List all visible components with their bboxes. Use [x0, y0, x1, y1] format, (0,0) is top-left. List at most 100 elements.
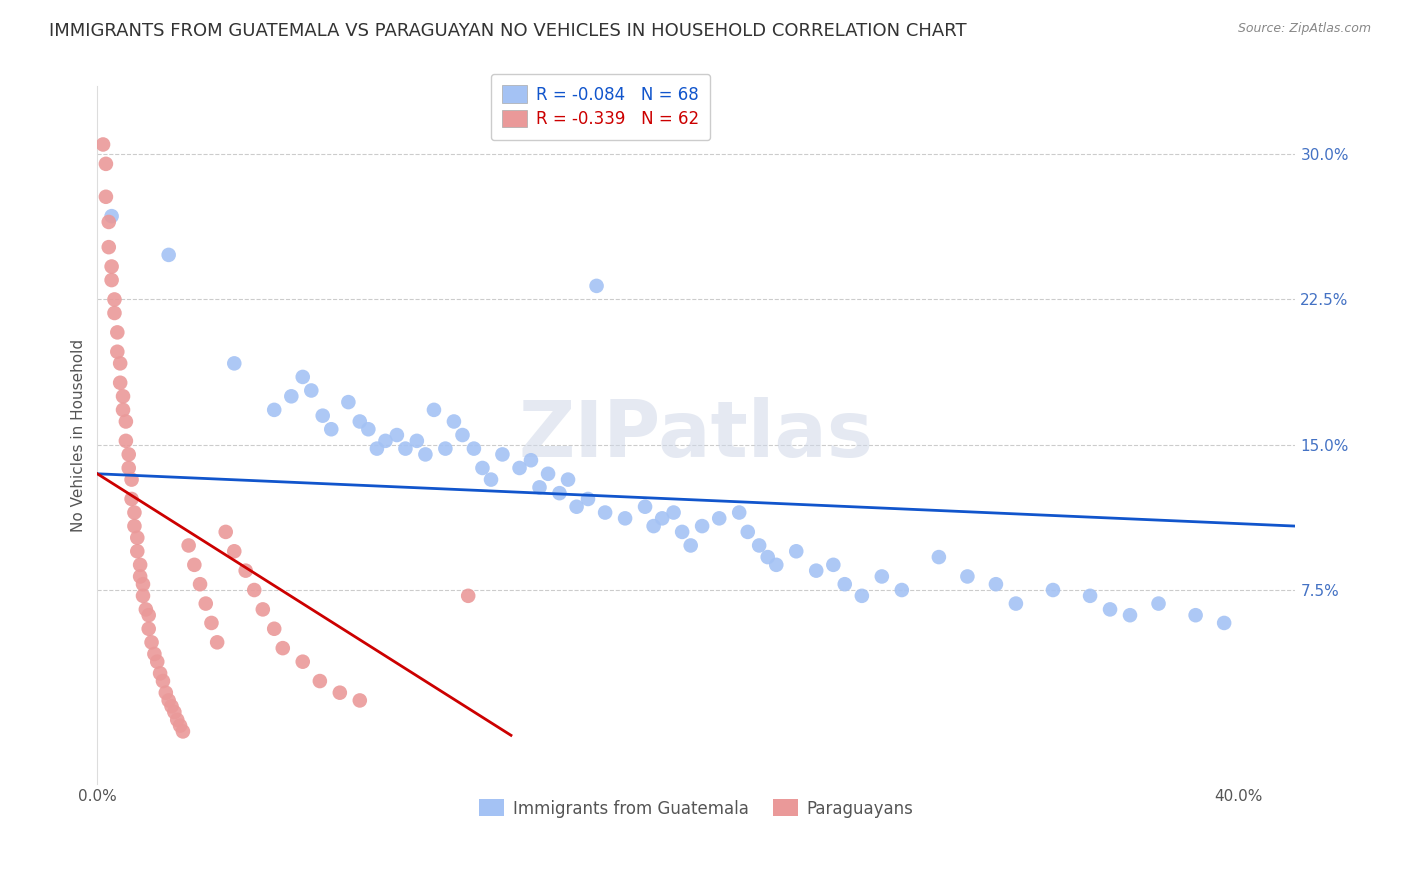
Point — [890, 582, 912, 597]
Point — [756, 550, 779, 565]
Point — [634, 500, 657, 514]
Point — [451, 428, 474, 442]
Point — [152, 674, 174, 689]
Point — [765, 558, 787, 572]
Point — [434, 442, 457, 456]
Point — [834, 577, 856, 591]
Point — [252, 602, 274, 616]
Point — [177, 539, 200, 553]
Point — [463, 442, 485, 456]
Point — [172, 724, 194, 739]
Y-axis label: No Vehicles in Household: No Vehicles in Household — [72, 338, 86, 532]
Point — [748, 539, 770, 553]
Point — [349, 415, 371, 429]
Point — [662, 506, 685, 520]
Point — [157, 248, 180, 262]
Point — [149, 666, 172, 681]
Point — [537, 467, 560, 481]
Point — [643, 519, 665, 533]
Point — [1099, 602, 1122, 616]
Point — [121, 491, 143, 506]
Point — [97, 215, 120, 229]
Point — [129, 558, 152, 572]
Point — [271, 641, 294, 656]
Point — [1213, 615, 1236, 630]
Point — [520, 453, 543, 467]
Point — [108, 376, 131, 390]
Point — [593, 506, 616, 520]
Point — [557, 473, 579, 487]
Point — [91, 137, 114, 152]
Point — [291, 370, 314, 384]
Point — [312, 409, 335, 423]
Point — [224, 544, 246, 558]
Point — [132, 589, 155, 603]
Point — [103, 306, 125, 320]
Point — [127, 531, 149, 545]
Point — [806, 564, 828, 578]
Point — [329, 686, 352, 700]
Point — [576, 491, 599, 506]
Point — [215, 524, 238, 539]
Point — [690, 519, 713, 533]
Point — [124, 519, 146, 533]
Point — [127, 544, 149, 558]
Point — [928, 550, 950, 565]
Point — [194, 597, 217, 611]
Point — [785, 544, 807, 558]
Point — [100, 273, 122, 287]
Point — [200, 615, 222, 630]
Point — [94, 190, 117, 204]
Point — [291, 655, 314, 669]
Text: IMMIGRANTS FROM GUATEMALA VS PARAGUAYAN NO VEHICLES IN HOUSEHOLD CORRELATION CHA: IMMIGRANTS FROM GUATEMALA VS PARAGUAYAN … — [49, 22, 967, 40]
Point — [235, 564, 257, 578]
Point — [105, 344, 128, 359]
Point — [728, 506, 751, 520]
Point — [94, 157, 117, 171]
Point — [146, 655, 169, 669]
Point — [108, 356, 131, 370]
Point — [100, 260, 122, 274]
Point — [423, 402, 446, 417]
Point — [1005, 597, 1028, 611]
Text: Source: ZipAtlas.com: Source: ZipAtlas.com — [1237, 22, 1371, 36]
Point — [1078, 589, 1101, 603]
Point — [280, 389, 302, 403]
Point — [443, 415, 465, 429]
Point — [349, 693, 371, 707]
Point — [166, 713, 188, 727]
Point — [529, 480, 551, 494]
Point — [135, 602, 157, 616]
Point — [509, 461, 531, 475]
Point — [138, 622, 160, 636]
Point — [118, 447, 141, 461]
Point — [121, 473, 143, 487]
Point — [118, 461, 141, 475]
Point — [851, 589, 873, 603]
Point — [143, 647, 166, 661]
Point — [471, 461, 494, 475]
Point — [651, 511, 673, 525]
Point — [585, 279, 607, 293]
Point — [299, 384, 322, 398]
Point — [124, 506, 146, 520]
Point — [394, 442, 416, 456]
Point — [224, 356, 246, 370]
Point — [823, 558, 845, 572]
Point — [984, 577, 1007, 591]
Point — [548, 486, 571, 500]
Point — [155, 686, 177, 700]
Point — [129, 569, 152, 583]
Point — [1184, 608, 1206, 623]
Point — [415, 447, 437, 461]
Point — [709, 511, 731, 525]
Point — [188, 577, 211, 591]
Point — [614, 511, 637, 525]
Point — [97, 240, 120, 254]
Point — [1042, 582, 1064, 597]
Point — [157, 693, 180, 707]
Point — [321, 422, 343, 436]
Point — [479, 473, 502, 487]
Point — [956, 569, 979, 583]
Point — [679, 539, 702, 553]
